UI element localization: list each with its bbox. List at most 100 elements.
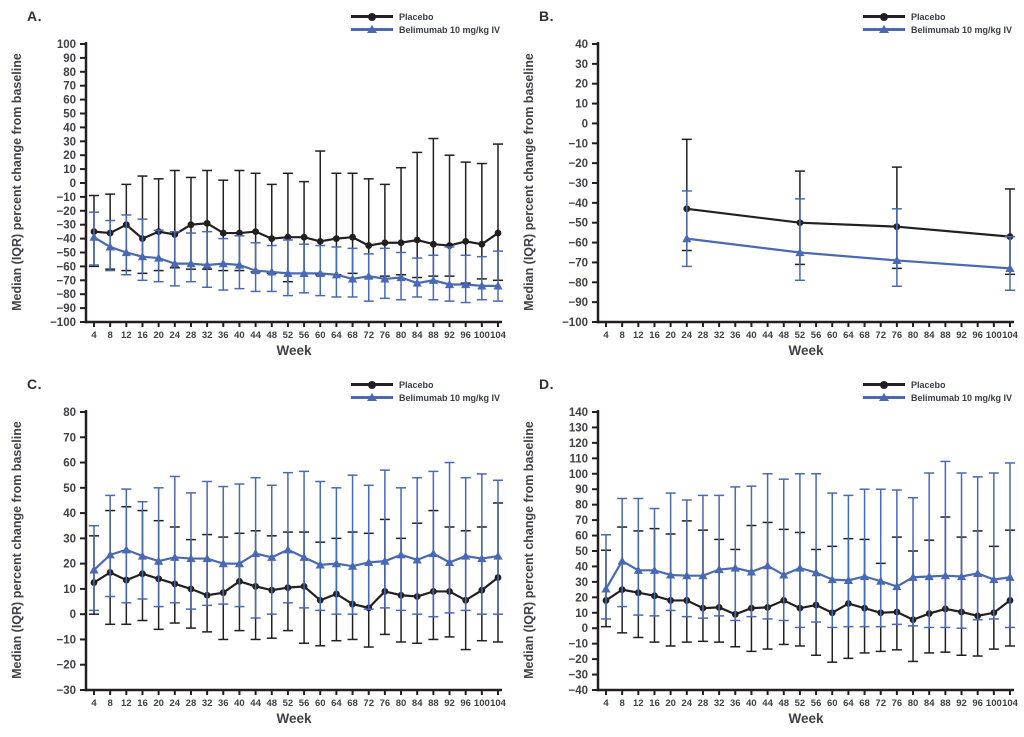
- panel-a-legend: Placebo Belimumab 10 mg/kg IV: [351, 12, 500, 35]
- svg-text:−60: −60: [568, 238, 588, 250]
- svg-text:76: 76: [380, 330, 391, 341]
- svg-text:60: 60: [63, 458, 76, 470]
- panel-b-chart: 403020100−10−20−30−40−50−60−70−80−90−100…: [562, 39, 1019, 341]
- legend-item-placebo: Placebo: [351, 380, 500, 390]
- svg-text:20: 20: [153, 698, 164, 709]
- svg-text:8: 8: [108, 330, 113, 341]
- circle-marker-icon: [880, 12, 888, 21]
- svg-text:40: 40: [234, 698, 245, 709]
- svg-text:48: 48: [778, 698, 789, 709]
- svg-text:88: 88: [428, 698, 439, 709]
- svg-text:68: 68: [859, 330, 870, 341]
- svg-text:76: 76: [892, 330, 903, 341]
- svg-text:60: 60: [63, 95, 76, 107]
- legend-label-placebo: Placebo: [911, 379, 946, 390]
- legend-item-belimumab: Belimumab 10 mg/kg IV: [863, 24, 1013, 35]
- svg-text:−30: −30: [568, 670, 588, 682]
- svg-text:28: 28: [186, 698, 197, 709]
- svg-text:50: 50: [575, 546, 588, 558]
- svg-text:92: 92: [956, 698, 967, 709]
- svg-text:80: 80: [908, 698, 919, 709]
- svg-text:104: 104: [490, 698, 507, 709]
- circle-marker-icon: [880, 380, 888, 389]
- panel-c-legend: Placebo Belimumab 10 mg/kg IV: [351, 380, 500, 403]
- svg-text:0: 0: [582, 118, 588, 130]
- panel-a-label: A.: [27, 8, 42, 24]
- svg-text:84: 84: [412, 330, 423, 341]
- svg-text:90: 90: [575, 484, 588, 496]
- svg-text:16: 16: [649, 330, 660, 341]
- placebo-line-swatch: [351, 12, 393, 21]
- svg-text:64: 64: [843, 698, 854, 709]
- svg-text:−60: −60: [56, 261, 76, 273]
- svg-text:36: 36: [218, 698, 229, 709]
- svg-text:84: 84: [924, 330, 935, 341]
- svg-text:76: 76: [380, 698, 391, 709]
- svg-text:24: 24: [682, 330, 693, 341]
- svg-text:44: 44: [762, 698, 773, 709]
- triangle-marker-icon: [879, 25, 889, 33]
- svg-text:96: 96: [460, 330, 471, 341]
- svg-text:−30: −30: [56, 220, 76, 232]
- svg-text:30: 30: [575, 59, 588, 71]
- circle-marker-icon: [368, 12, 376, 21]
- svg-text:0: 0: [70, 609, 76, 621]
- svg-text:56: 56: [299, 330, 310, 341]
- svg-text:12: 12: [121, 698, 132, 709]
- legend-label-belimumab: Belimumab 10 mg/kg IV: [911, 24, 1013, 35]
- svg-text:52: 52: [283, 698, 294, 709]
- svg-text:10: 10: [63, 584, 76, 596]
- svg-text:−70: −70: [56, 275, 76, 287]
- svg-text:104: 104: [1002, 698, 1019, 709]
- svg-text:100: 100: [986, 330, 1002, 341]
- svg-text:30: 30: [63, 533, 76, 545]
- svg-text:8: 8: [620, 330, 625, 341]
- svg-text:68: 68: [347, 698, 358, 709]
- svg-text:72: 72: [363, 330, 374, 341]
- panel-a-x-axis-label: Week: [276, 343, 312, 358]
- svg-text:120: 120: [569, 438, 588, 450]
- svg-text:32: 32: [714, 698, 725, 709]
- svg-text:130: 130: [569, 422, 588, 434]
- svg-text:40: 40: [63, 508, 76, 520]
- belimumab-line-swatch: [351, 393, 393, 401]
- svg-text:80: 80: [575, 500, 588, 512]
- svg-text:100: 100: [57, 39, 76, 51]
- svg-text:12: 12: [121, 330, 132, 341]
- svg-text:−80: −80: [56, 289, 76, 301]
- legend-item-belimumab: Belimumab 10 mg/kg IV: [863, 393, 1012, 403]
- svg-text:28: 28: [698, 330, 709, 341]
- placebo-line-swatch: [863, 12, 905, 21]
- svg-text:104: 104: [490, 330, 507, 341]
- panel-b-legend: Placebo Belimumab 10 mg/kg IV: [863, 12, 1013, 35]
- svg-text:48: 48: [266, 330, 277, 341]
- svg-text:−20: −20: [568, 654, 588, 666]
- svg-text:−100: −100: [562, 317, 588, 329]
- svg-text:60: 60: [827, 698, 838, 709]
- svg-text:60: 60: [575, 531, 588, 543]
- svg-text:60: 60: [315, 330, 326, 341]
- panel-d-legend: Placebo Belimumab 10 mg/kg IV: [863, 379, 1012, 403]
- svg-text:72: 72: [875, 698, 886, 709]
- svg-text:100: 100: [986, 698, 1002, 709]
- svg-text:88: 88: [428, 330, 439, 341]
- svg-text:12: 12: [633, 698, 644, 709]
- svg-text:100: 100: [569, 469, 588, 481]
- svg-text:0: 0: [582, 623, 588, 635]
- circle-marker-icon: [368, 380, 376, 389]
- svg-text:80: 80: [396, 330, 407, 341]
- svg-text:60: 60: [827, 330, 838, 341]
- svg-text:44: 44: [250, 698, 261, 709]
- svg-text:36: 36: [730, 330, 741, 341]
- svg-text:−90: −90: [56, 303, 76, 315]
- panel-b-label: B.: [539, 8, 554, 24]
- svg-text:60: 60: [315, 698, 326, 709]
- svg-text:32: 32: [202, 698, 213, 709]
- svg-text:80: 80: [908, 330, 919, 341]
- svg-text:96: 96: [972, 330, 983, 341]
- svg-text:48: 48: [778, 330, 789, 341]
- svg-text:68: 68: [859, 698, 870, 709]
- svg-text:−80: −80: [568, 277, 588, 289]
